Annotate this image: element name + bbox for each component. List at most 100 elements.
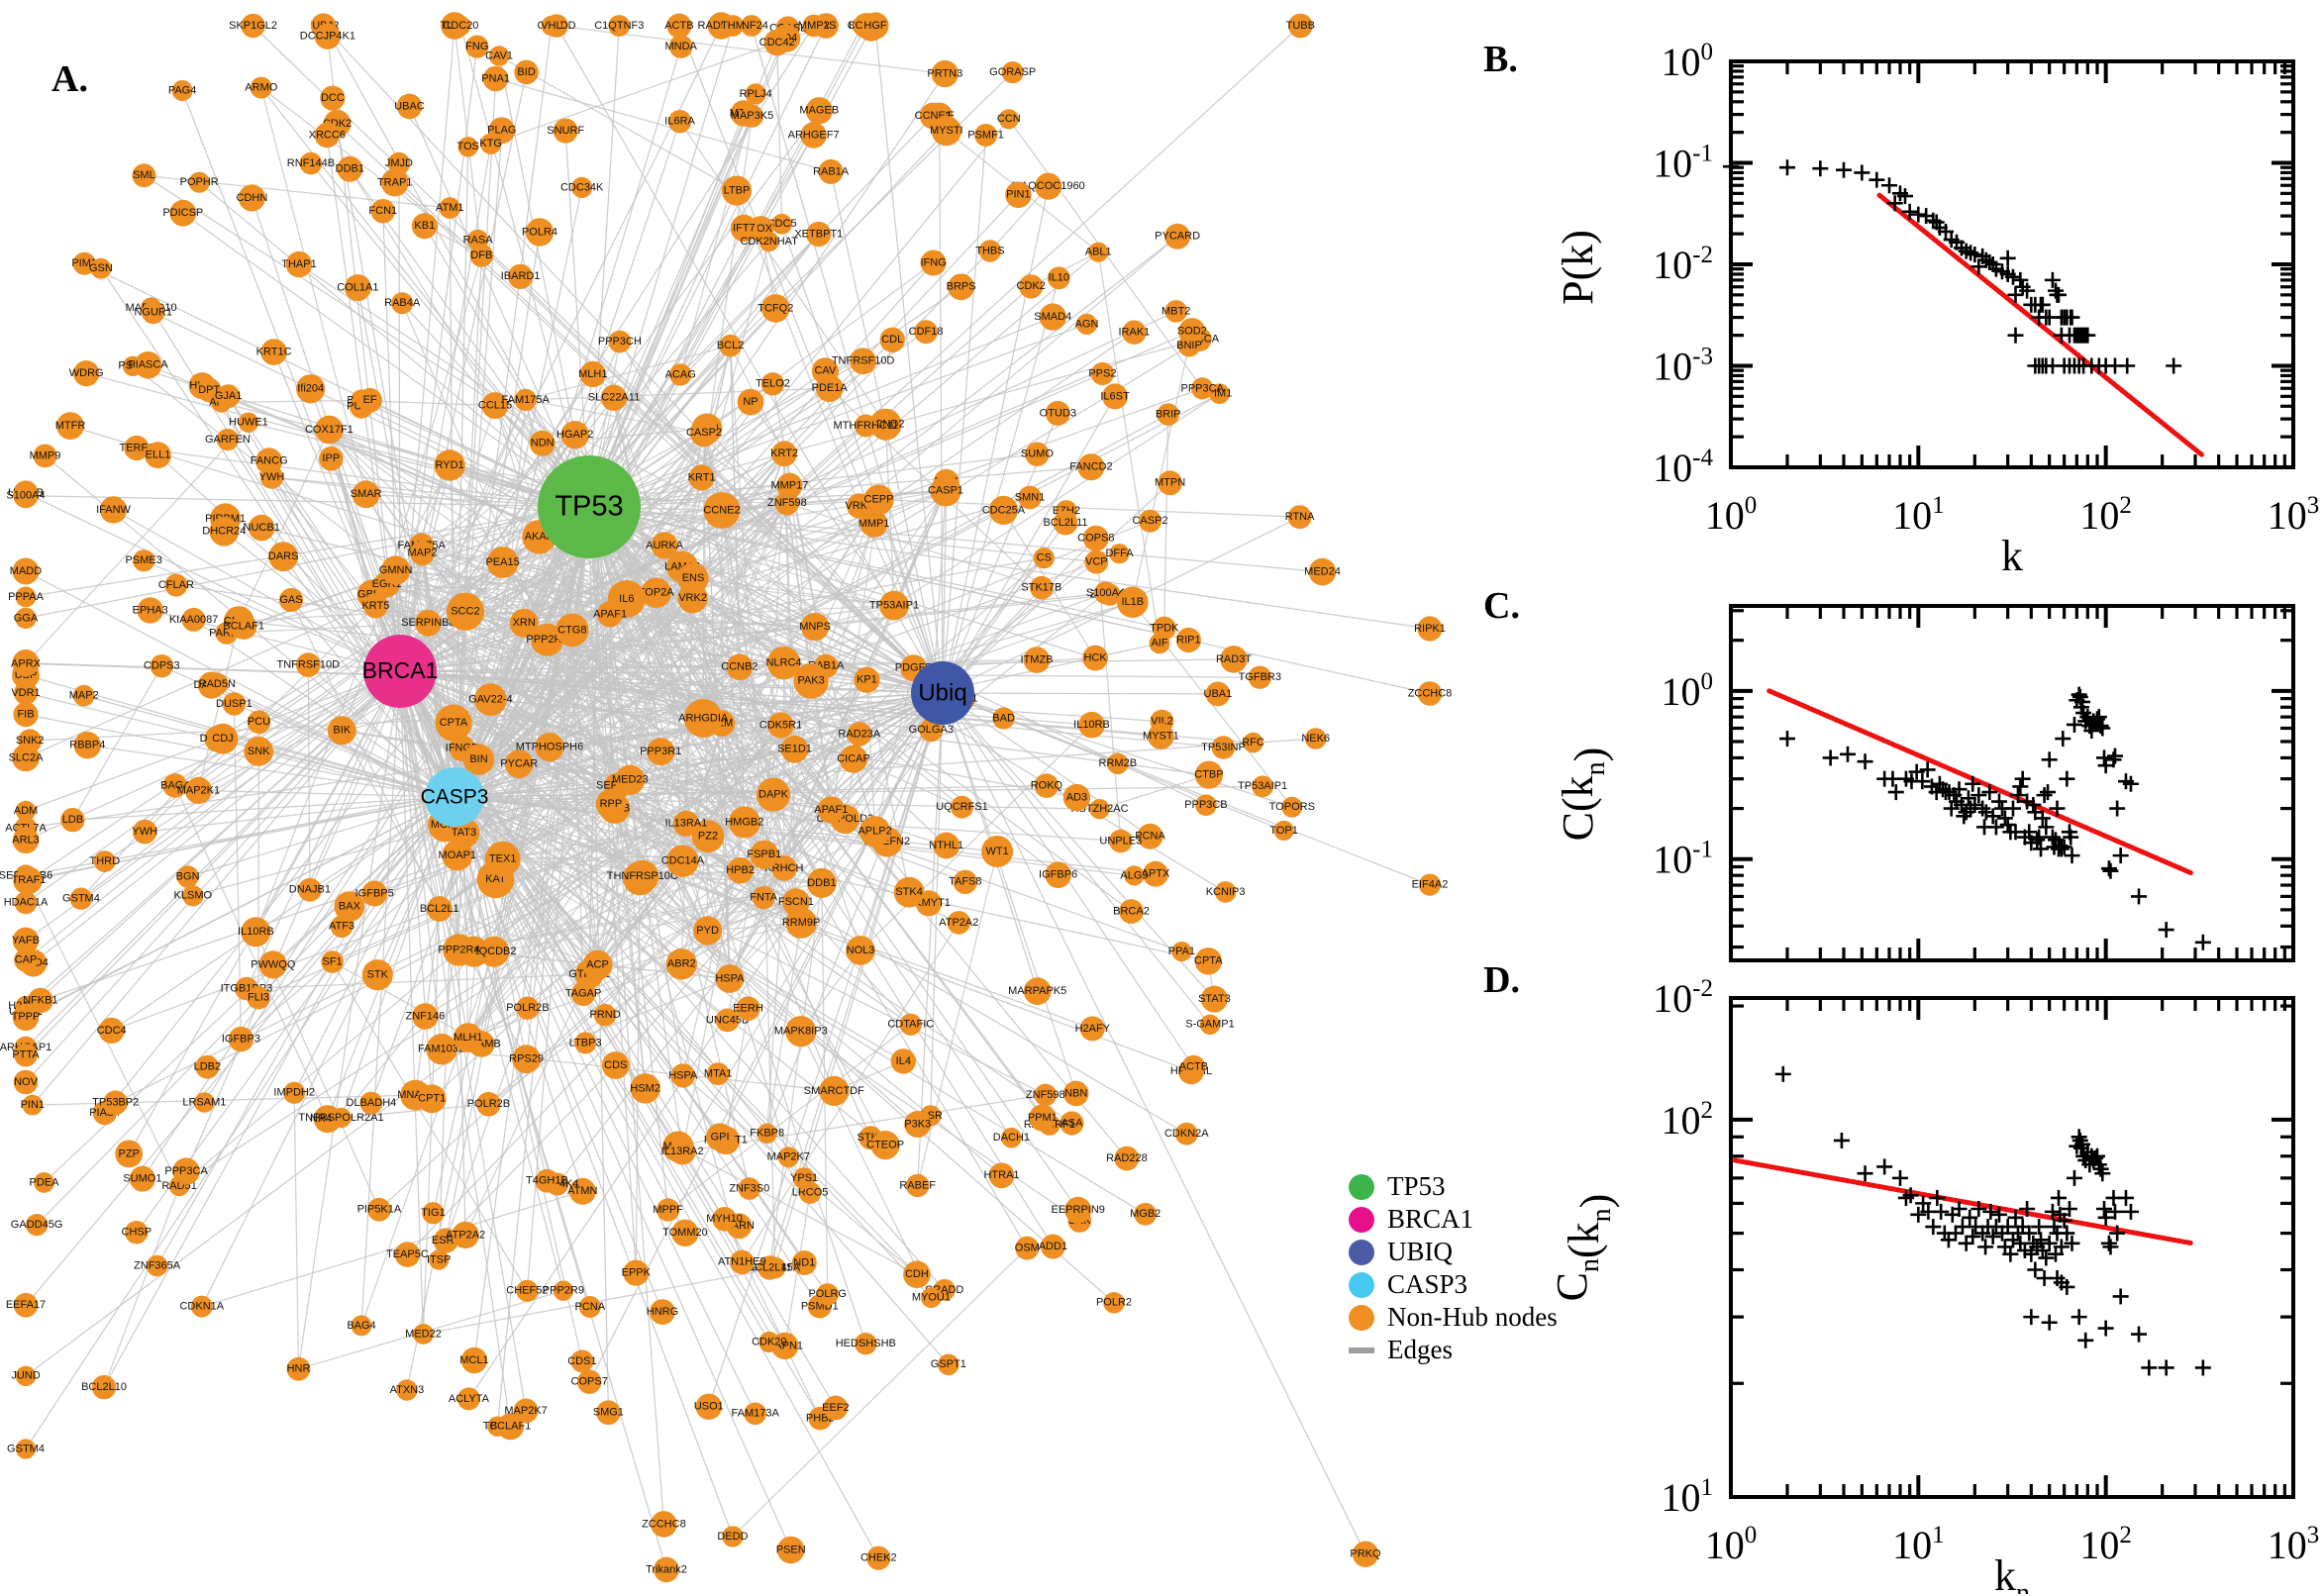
network-node[interactable]: [608, 330, 632, 353]
network-node[interactable]: [992, 707, 1015, 730]
network-node[interactable]: [146, 1254, 168, 1277]
network-node[interactable]: [771, 213, 792, 235]
network-node[interactable]: [480, 133, 502, 154]
network-node[interactable]: [683, 699, 723, 738]
network-node[interactable]: [1288, 13, 1313, 39]
network-node[interactable]: [715, 1008, 740, 1033]
network-node[interactable]: [129, 1165, 155, 1192]
network-node[interactable]: [244, 737, 274, 766]
network-node[interactable]: [947, 911, 971, 935]
network-node[interactable]: [691, 820, 725, 853]
network-node[interactable]: [194, 1092, 215, 1113]
network-node[interactable]: [1023, 977, 1052, 1006]
network-node[interactable]: [13, 1069, 39, 1095]
network-node[interactable]: [578, 1296, 601, 1318]
network-node[interactable]: [320, 85, 346, 111]
network-node[interactable]: [1082, 645, 1108, 671]
network-node[interactable]: [1273, 820, 1294, 842]
network-node[interactable]: [1107, 752, 1129, 775]
network-node[interactable]: [250, 76, 272, 99]
network-node[interactable]: [422, 1202, 445, 1225]
network-node[interactable]: [899, 1013, 922, 1036]
network-node[interactable]: [758, 1255, 782, 1280]
network-node[interactable]: [921, 1287, 942, 1309]
network-node[interactable]: [513, 1398, 539, 1424]
network-node[interactable]: [668, 35, 693, 58]
network-node[interactable]: [134, 351, 162, 379]
network-node[interactable]: [259, 465, 284, 489]
network-node[interactable]: [1209, 383, 1230, 405]
network-node[interactable]: [508, 263, 534, 289]
network-node[interactable]: [1157, 403, 1179, 426]
network-node[interactable]: [744, 1402, 766, 1426]
network-node[interactable]: [1281, 796, 1303, 818]
network-node[interactable]: [484, 841, 521, 877]
network-node[interactable]: [745, 83, 766, 105]
network-node[interactable]: [1175, 627, 1201, 653]
network-node[interactable]: [854, 414, 877, 438]
network-node[interactable]: [337, 155, 363, 182]
network-node[interactable]: [1158, 470, 1182, 496]
network-node[interactable]: [1148, 723, 1174, 749]
network-node[interactable]: [535, 1168, 559, 1193]
network-node[interactable]: [597, 601, 624, 628]
network-node[interactable]: [98, 1017, 125, 1044]
network-node[interactable]: [1143, 860, 1168, 887]
network-node[interactable]: [14, 948, 38, 972]
network-node[interactable]: [238, 412, 259, 433]
network-node[interactable]: [18, 729, 43, 753]
network-node[interactable]: [948, 273, 974, 301]
network-node[interactable]: [933, 832, 960, 859]
network-node[interactable]: [1149, 633, 1170, 654]
network-node[interactable]: [456, 1387, 480, 1411]
network-node[interactable]: [920, 249, 947, 276]
network-node[interactable]: [815, 374, 844, 403]
network-node[interactable]: [452, 1221, 479, 1249]
network-node[interactable]: [451, 15, 471, 37]
network-node[interactable]: [806, 221, 832, 248]
network-node[interactable]: [516, 996, 540, 1020]
network-node[interactable]: [454, 1023, 483, 1052]
network-node[interactable]: [1122, 320, 1147, 345]
network-node[interactable]: [439, 197, 461, 220]
network-node[interactable]: [850, 348, 876, 375]
network-node[interactable]: [380, 168, 409, 197]
network-node[interactable]: [859, 816, 891, 848]
network-node[interactable]: [1137, 823, 1163, 849]
network-node[interactable]: [190, 1295, 213, 1318]
network-node[interactable]: [1019, 274, 1044, 299]
network-node[interactable]: [1025, 442, 1050, 466]
network-node[interactable]: [488, 46, 510, 66]
network-node[interactable]: [722, 15, 744, 37]
network-node[interactable]: [125, 1221, 149, 1245]
network-node[interactable]: [730, 1249, 755, 1275]
network-node[interactable]: [33, 444, 57, 468]
network-node[interactable]: [1077, 453, 1105, 481]
network-node[interactable]: [176, 865, 199, 888]
network-node[interactable]: [286, 1356, 311, 1381]
network-node[interactable]: [164, 573, 188, 597]
network-node[interactable]: [654, 1556, 679, 1583]
network-node[interactable]: [285, 250, 313, 278]
network-node[interactable]: [793, 663, 829, 699]
network-node[interactable]: [514, 59, 539, 85]
network-node[interactable]: [855, 1333, 877, 1355]
network-node[interactable]: [817, 796, 845, 824]
network-node[interactable]: [951, 795, 973, 819]
network-node[interactable]: [785, 1016, 817, 1047]
network-node[interactable]: [1001, 61, 1024, 84]
network-node[interactable]: [370, 199, 395, 224]
network-node[interactable]: [1040, 1234, 1065, 1259]
network-node[interactable]: [334, 891, 365, 922]
network-node[interactable]: [516, 1279, 539, 1302]
network-node[interactable]: [413, 1324, 434, 1345]
network-node[interactable]: [247, 986, 270, 1010]
network-node[interactable]: [626, 859, 659, 893]
network-node[interactable]: [651, 532, 678, 559]
network-node[interactable]: [641, 577, 671, 609]
network-node[interactable]: [327, 716, 356, 746]
network-node[interactable]: [1117, 586, 1149, 619]
network-node[interactable]: [560, 421, 589, 449]
network-node[interactable]: [861, 12, 889, 40]
network-node[interactable]: [181, 607, 206, 632]
